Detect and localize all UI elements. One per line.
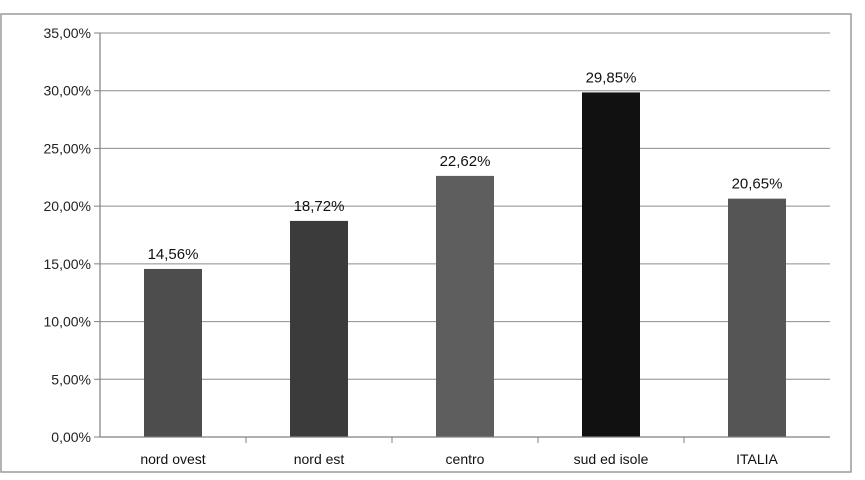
x-tick-label: nord ovest: [140, 451, 205, 467]
data-labels: 14,56% 18,72% 22,62% 29,85% 20,65%: [148, 69, 783, 262]
x-axis-tick-labels: nord ovest nord est centro sud ed isole ITAL…: [140, 437, 779, 467]
data-label: 29,85%: [586, 69, 637, 86]
data-label: 20,65%: [732, 176, 783, 193]
bars: [144, 92, 786, 438]
bar: [728, 198, 786, 437]
y-tick-label: 35,00%: [44, 25, 91, 41]
x-tick-label: centro: [446, 451, 485, 467]
x-tick-label: ITALIA: [736, 451, 778, 467]
x-tick-label: sud ed isole: [574, 451, 649, 467]
y-tick-label: 5,00%: [51, 371, 91, 387]
y-tick-label: 25,00%: [44, 140, 91, 156]
y-tick-label: 20,00%: [44, 198, 91, 214]
x-tick-label: nord est: [294, 451, 345, 467]
bar: [144, 268, 202, 437]
y-tick-label: 10,00%: [44, 314, 91, 330]
data-label: 18,72%: [294, 198, 345, 215]
plot-frame: [0, 13, 852, 473]
data-label: 14,56%: [148, 246, 199, 263]
data-label: 22,62%: [440, 153, 491, 170]
y-tick-label: 30,00%: [44, 83, 91, 99]
y-axis-tick-labels: 0,00% 5,00% 10,00% 15,00% 20,00% 25,00% 30,00%…: [44, 25, 100, 445]
bar: [290, 220, 348, 437]
bar: [582, 92, 640, 438]
y-tick-label: 15,00%: [44, 256, 91, 272]
y-tick-label: 0,00%: [51, 429, 91, 445]
chart-title-strip: [0, 0, 865, 14]
bar: [436, 175, 494, 437]
